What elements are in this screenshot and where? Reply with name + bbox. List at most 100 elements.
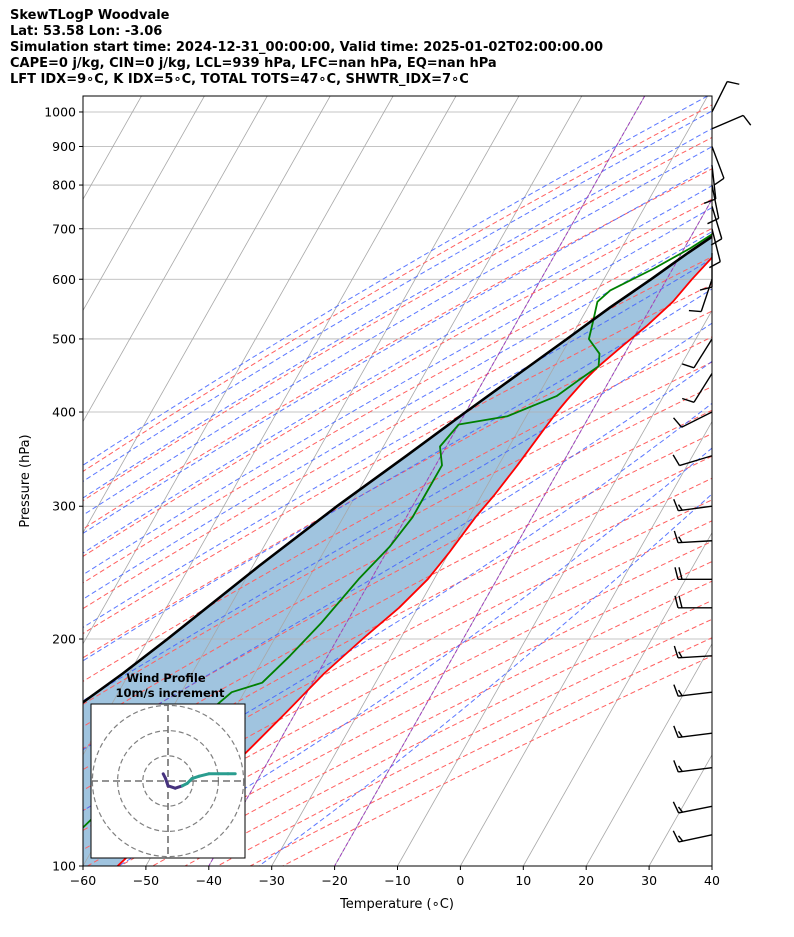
wind-barb bbox=[709, 228, 721, 269]
wind-barb-staff bbox=[693, 373, 713, 403]
wind-barb-flag bbox=[673, 498, 679, 511]
dry-adiabat bbox=[83, 283, 712, 635]
x-tick-label: −10 bbox=[384, 873, 410, 888]
wind-barb bbox=[673, 725, 713, 739]
y-tick-label: 100 bbox=[52, 859, 76, 874]
dewpoint-profile-line bbox=[83, 233, 712, 829]
dry-adiabat bbox=[83, 361, 712, 705]
wind-barb-flag bbox=[699, 286, 713, 291]
isotherm-gridline bbox=[775, 96, 794, 866]
dry-adiabat bbox=[83, 198, 712, 557]
moist-adiabat bbox=[83, 257, 712, 629]
wind-barb-staff bbox=[711, 228, 721, 262]
y-tick-label: 700 bbox=[52, 221, 76, 236]
wind-barb-flag bbox=[678, 536, 683, 543]
wind-barb-flag bbox=[709, 261, 721, 269]
y-tick-label: 200 bbox=[52, 632, 76, 647]
dry-adiabat bbox=[83, 168, 712, 530]
wind-barb-flag bbox=[678, 651, 683, 658]
wind-barb bbox=[673, 684, 713, 697]
dry-adiabat bbox=[87, 540, 712, 866]
moist-adiabat bbox=[83, 207, 712, 576]
dry-adiabat bbox=[83, 136, 712, 502]
wind-barb-staff bbox=[678, 505, 713, 512]
moist-adiabat bbox=[83, 322, 712, 702]
isotherm-gridline bbox=[585, 642, 712, 866]
wind-barb-staff bbox=[711, 81, 728, 113]
moist-adiabat bbox=[258, 493, 712, 866]
dry-adiabat bbox=[83, 520, 712, 851]
wind-barb-staff bbox=[679, 455, 713, 467]
moist-adiabat bbox=[83, 127, 712, 499]
wind-barb-flag bbox=[673, 760, 679, 773]
isotherm-gridline bbox=[83, 96, 331, 534]
wind-barb-flag bbox=[672, 830, 680, 843]
wind-barb-flag bbox=[742, 114, 752, 126]
parcel-profile-line bbox=[83, 235, 712, 704]
wind-barb-flag bbox=[674, 595, 679, 608]
y-tick-label: 400 bbox=[52, 405, 76, 420]
wind-barb bbox=[672, 801, 713, 814]
y-tick-label: 300 bbox=[52, 499, 76, 514]
inset-title: Wind Profile bbox=[126, 671, 206, 685]
moist-adiabat bbox=[83, 96, 708, 466]
dry-adiabat bbox=[83, 477, 712, 812]
x-axis-label: Temperature (∘C) bbox=[339, 897, 454, 912]
wind-barb-flag bbox=[713, 177, 725, 186]
wind-barb-flag bbox=[673, 645, 679, 659]
y-axis-label: Pressure (hPa) bbox=[18, 434, 33, 527]
wind-barb bbox=[672, 830, 713, 843]
wind-barb-flag bbox=[681, 397, 695, 403]
wind-barb-staff bbox=[711, 205, 723, 239]
wind-barb bbox=[711, 80, 740, 113]
moist-adiabat bbox=[83, 164, 712, 534]
dry-adiabat bbox=[83, 409, 712, 750]
mixing-ratio-line bbox=[208, 96, 646, 866]
dry-adiabat bbox=[83, 104, 712, 472]
wind-barb-flag bbox=[672, 454, 681, 466]
wind-barb-flag bbox=[677, 806, 684, 813]
wind-barb bbox=[711, 146, 725, 186]
wind-barb bbox=[673, 530, 713, 544]
wind-barb-staff bbox=[678, 805, 713, 814]
isotherm-gridline bbox=[460, 420, 712, 866]
wind-barb-flag bbox=[672, 801, 680, 814]
isotherm-gridline bbox=[522, 531, 712, 866]
x-tick-label: −60 bbox=[70, 873, 96, 888]
title-line-times: Simulation start time: 2024-12-31_00:00:… bbox=[10, 40, 603, 55]
x-tick-label: 40 bbox=[704, 873, 720, 888]
y-tick-label: 900 bbox=[52, 139, 76, 154]
wind-barb-flag bbox=[677, 765, 683, 772]
wind-barb-staff bbox=[700, 279, 713, 312]
wind-barb bbox=[681, 338, 713, 369]
wind-barb-staff bbox=[693, 338, 713, 369]
inset-subtitle: 10m/s increment bbox=[116, 686, 225, 700]
isotherm-gridline bbox=[648, 754, 712, 866]
isotherm-gridline bbox=[0, 96, 79, 866]
x-tick-label: −30 bbox=[259, 873, 285, 888]
dry-adiabat bbox=[83, 256, 712, 610]
wind-barb-flag bbox=[688, 309, 702, 313]
moist-adiabat bbox=[83, 288, 712, 662]
hodograph-segment bbox=[197, 772, 211, 778]
wind-barb bbox=[673, 498, 713, 512]
wind-barb-staff bbox=[711, 146, 725, 179]
moist-adiabat bbox=[83, 185, 712, 554]
wind-barb-staff bbox=[678, 732, 713, 739]
wind-barb-staff bbox=[678, 834, 713, 843]
wind-barb-flag bbox=[677, 689, 683, 697]
wind-barb-flag bbox=[673, 725, 679, 738]
x-tick-label: 0 bbox=[456, 873, 464, 888]
wind-barb-flag bbox=[674, 567, 679, 580]
wind-barb-flag bbox=[727, 80, 740, 85]
wind-barb bbox=[672, 454, 713, 467]
wind-barb bbox=[707, 184, 720, 225]
dry-adiabat bbox=[83, 227, 712, 584]
wind-barb bbox=[711, 114, 752, 130]
title-line-latlon: Lat: 53.58 Lon: -3.06 bbox=[10, 24, 163, 39]
moist-adiabat bbox=[118, 447, 712, 866]
dry-adiabat bbox=[83, 433, 712, 771]
wind-barb bbox=[674, 567, 712, 581]
isotherm-gridline bbox=[83, 96, 205, 312]
